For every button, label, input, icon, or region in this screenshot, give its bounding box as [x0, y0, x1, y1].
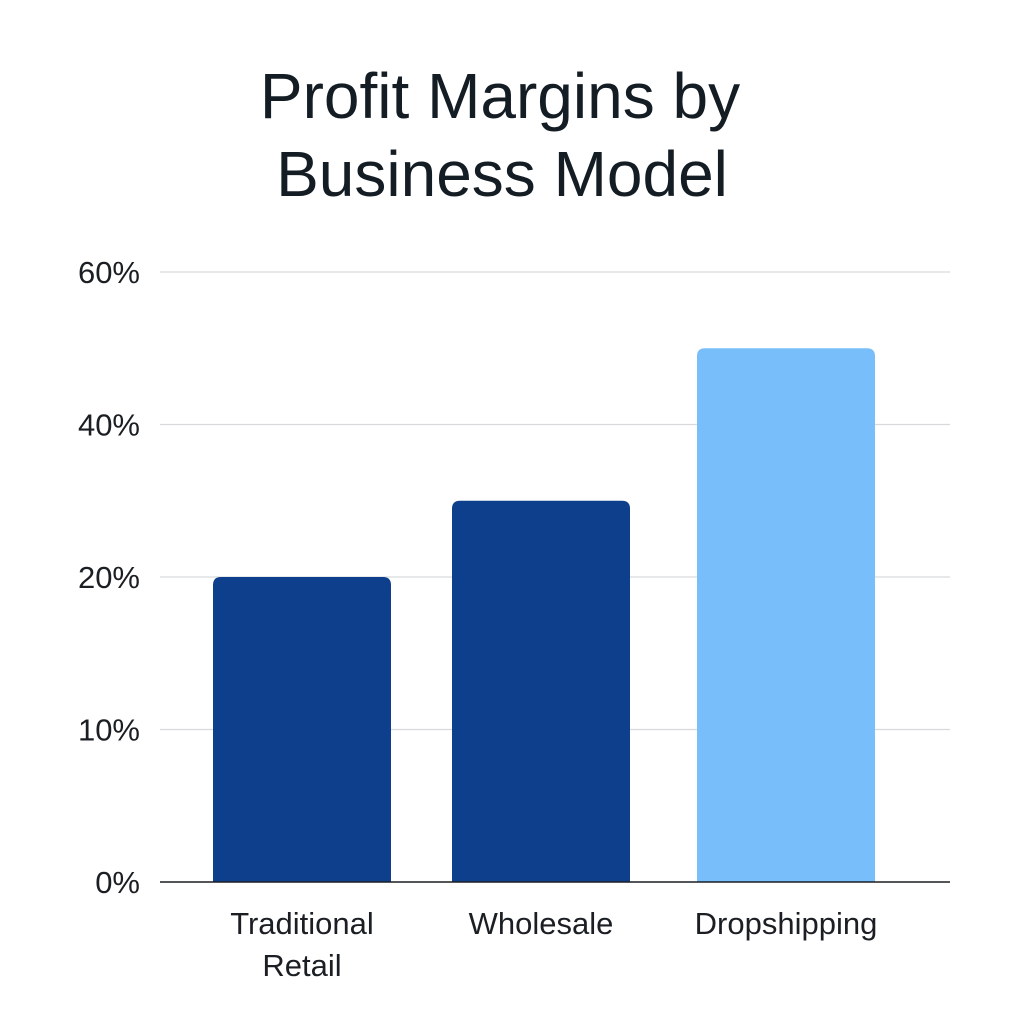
y-tick-label: 10%	[78, 713, 140, 748]
bars	[213, 348, 875, 882]
bar-traditional-retail	[213, 577, 391, 882]
y-tick-label: 0%	[95, 865, 140, 900]
x-axis-labels: Traditional Retail Wholesale Dropshipping	[230, 906, 877, 983]
chart-title-line-1: Profit Margins by	[260, 60, 740, 132]
x-category-label: Traditional Retail	[230, 906, 374, 983]
chart-title-line-2: Business Model	[276, 138, 728, 210]
y-tick-label: 20%	[78, 560, 140, 595]
y-tick-label: 40%	[78, 408, 140, 443]
bar-dropshipping	[697, 348, 875, 882]
x-category-label: Wholesale	[469, 906, 614, 941]
y-tick-label: 60%	[78, 255, 140, 290]
chart-title: Profit Margins by Business Model	[260, 60, 740, 210]
bar-wholesale	[452, 500, 630, 882]
y-axis-ticks: 0% 10% 20% 40% 60%	[78, 255, 140, 900]
x-category-label: Dropshipping	[695, 906, 878, 941]
